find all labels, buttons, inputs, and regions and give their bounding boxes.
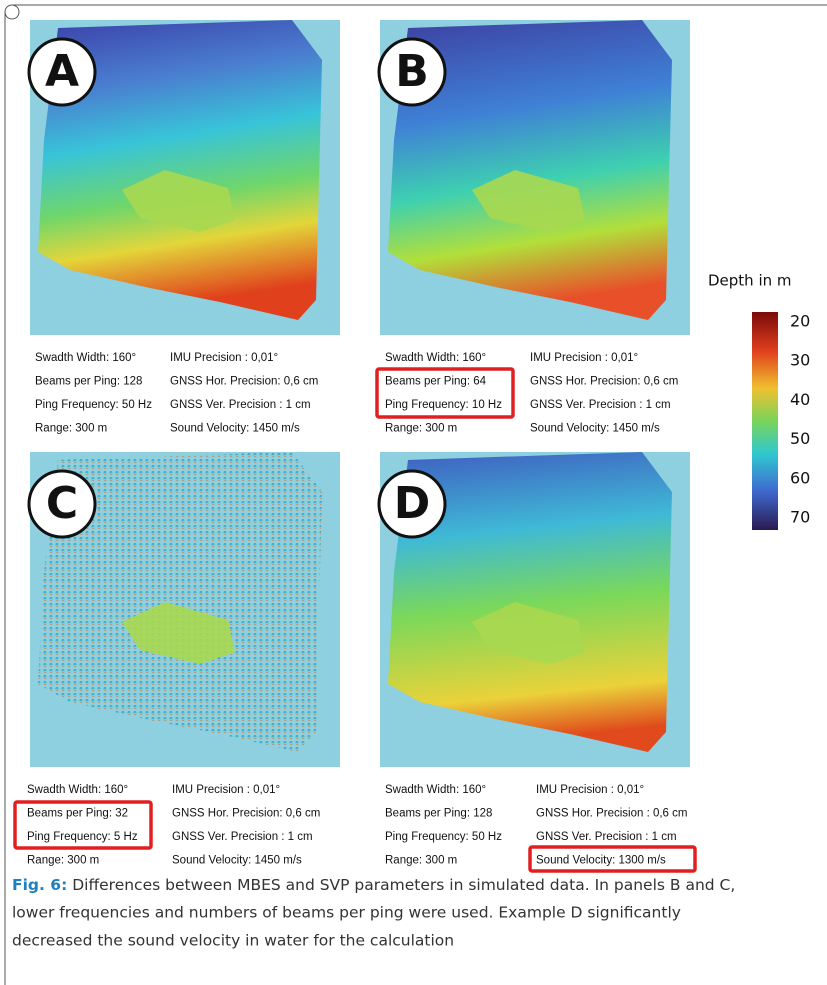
- colorbar-tick-label: 30: [790, 351, 810, 370]
- parameter: Range: 300 m: [385, 423, 457, 435]
- colorbar-tick-label: 60: [790, 468, 810, 487]
- frame-corner: [5, 5, 19, 19]
- panel-label: A: [45, 46, 79, 97]
- caption-line: lower frequencies and numbers of beams p…: [12, 904, 681, 922]
- parameter: GNSS Ver. Precision : 1 cm: [172, 831, 313, 843]
- panels: A Swadth Width: 160° Beams per Ping: 128 Pi…: [15, 20, 695, 871]
- parameter: Ping Frequency: 50 Hz: [385, 831, 502, 843]
- parameter: Beams per Ping: 128: [385, 808, 492, 820]
- parameter: GNSS Hor. Precision: 0,6 cm: [530, 376, 678, 388]
- caption-line: Fig. 6: Differences between MBES and SVP…: [12, 876, 735, 894]
- parameter: Sound Velocity: 1450 m/s: [170, 423, 300, 435]
- parameter: Sound Velocity: 1450 m/s: [172, 855, 302, 867]
- parameter: Ping Frequency: 10 Hz: [385, 399, 502, 411]
- panel-label: C: [46, 478, 78, 529]
- parameter: Beams per Ping: 128: [35, 376, 142, 388]
- colorbar-title: Depth in m: [708, 272, 792, 290]
- parameter: IMU Precision : 0,01°: [530, 352, 638, 364]
- parameter: GNSS Ver. Precision : 1 cm: [536, 831, 677, 843]
- parameter: Range: 300 m: [35, 423, 107, 435]
- panel-label: D: [394, 478, 431, 529]
- parameter: Swadth Width: 160°: [385, 352, 486, 364]
- parameter: Swadth Width: 160°: [27, 784, 128, 796]
- parameter: IMU Precision : 0,01°: [536, 784, 644, 796]
- parameter: Sound Velocity: 1300 m/s: [536, 855, 666, 867]
- parameter: Swadth Width: 160°: [35, 352, 136, 364]
- parameter: Range: 300 m: [27, 855, 99, 867]
- parameter: GNSS Hor. Precision: 0,6 cm: [170, 376, 318, 388]
- parameter: IMU Precision : 0,01°: [170, 352, 278, 364]
- caption-line: decreased the sound velocity in water fo…: [12, 932, 454, 950]
- panel-label: B: [395, 46, 429, 97]
- panel: A: [29, 20, 340, 335]
- colorbar-tick-label: 40: [790, 390, 810, 409]
- parameter: Range: 300 m: [385, 855, 457, 867]
- parameter: Beams per Ping: 64: [385, 376, 487, 388]
- parameter: GNSS Ver. Precision : 1 cm: [170, 399, 311, 411]
- parameter: Sound Velocity: 1450 m/s: [530, 423, 660, 435]
- panel: B: [379, 20, 690, 335]
- parameter: IMU Precision : 0,01°: [172, 784, 280, 796]
- caption: Fig. 6: Differences between MBES and SVP…: [12, 876, 735, 950]
- parameter: GNSS Hor. Precision : 0,6 cm: [536, 808, 687, 820]
- parameter: Swadth Width: 160°: [385, 784, 486, 796]
- figure: A Swadth Width: 160° Beams per Ping: 128 Pi…: [0, 0, 827, 985]
- caption-label: Fig. 6:: [12, 876, 67, 894]
- colorbar-tick-label: 20: [790, 312, 810, 331]
- panel: D: [379, 452, 690, 767]
- parameter: Ping Frequency: 50 Hz: [35, 399, 152, 411]
- colorbar: Depth in m 20 30 40 50 60 70: [708, 272, 810, 531]
- parameter: Ping Frequency: 5 Hz: [27, 831, 138, 843]
- colorbar-tick-label: 50: [790, 429, 810, 448]
- colorbar-gradient: [752, 312, 778, 530]
- parameter: Beams per Ping: 32: [27, 808, 128, 820]
- panel: C: [29, 452, 340, 767]
- colorbar-tick-label: 70: [790, 508, 810, 527]
- caption-text: Differences between MBES and SVP paramet…: [72, 876, 735, 894]
- parameter: GNSS Ver. Precision : 1 cm: [530, 399, 671, 411]
- parameter: GNSS Hor. Precision: 0,6 cm: [172, 808, 320, 820]
